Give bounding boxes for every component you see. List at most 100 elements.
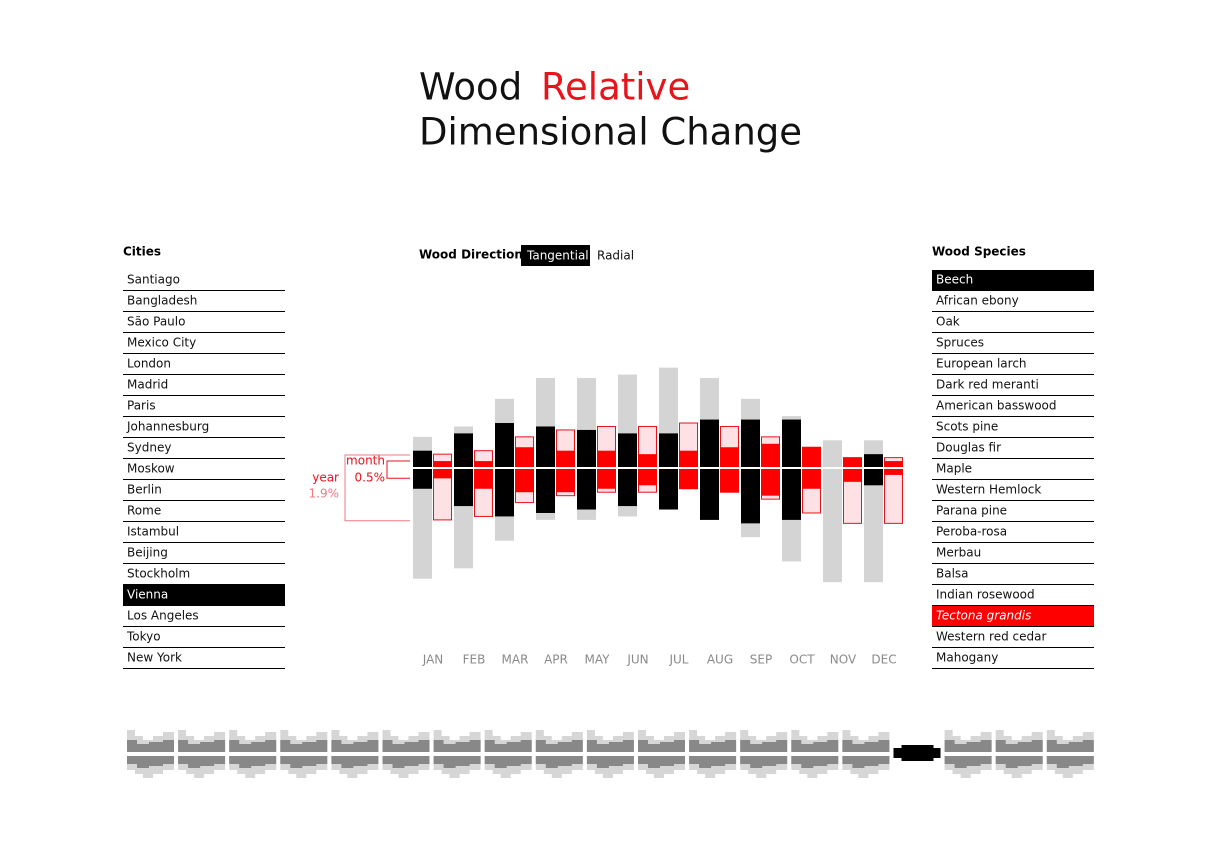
legend-value: 0.5%	[355, 471, 386, 485]
thumbnail-shape	[280, 756, 328, 768]
list-item[interactable]: Merbau	[936, 546, 981, 560]
range-bar	[782, 419, 801, 520]
list-item[interactable]: Parana pine	[936, 504, 1007, 518]
toggle-option[interactable]: Radial	[597, 249, 634, 263]
city-thumbnail[interactable]	[740, 730, 788, 778]
list-item[interactable]: Tokyo	[126, 630, 161, 644]
cities-heading: Cities	[123, 245, 161, 259]
list-item[interactable]: Madrid	[127, 378, 168, 392]
city-thumbnail[interactable]	[893, 745, 941, 761]
city-thumbnail[interactable]	[535, 730, 583, 778]
list-item[interactable]: Paris	[127, 399, 156, 413]
list-item[interactable]: Stockholm	[127, 567, 190, 581]
range-bar	[577, 429, 596, 510]
list-item[interactable]: Rome	[127, 504, 161, 518]
city-thumbnail[interactable]	[689, 730, 737, 778]
list-item[interactable]: Los Angeles	[127, 609, 199, 623]
thumbnail-shape	[127, 756, 174, 768]
thumbnail-shape	[791, 740, 839, 752]
thumbnail-shape	[484, 756, 532, 768]
title-word: Wood	[419, 66, 522, 109]
thumbnail-shape	[433, 740, 481, 752]
city-thumbnail[interactable]	[433, 730, 481, 778]
thumbnail-shape	[178, 740, 226, 752]
list-item[interactable]: Balsa	[936, 567, 969, 581]
thumbnail-shape	[382, 740, 430, 752]
thumbnail-shape	[893, 745, 941, 761]
range-bar	[515, 447, 534, 493]
list-item[interactable]: Dark red meranti	[936, 378, 1039, 392]
list-item[interactable]: Moskow	[127, 462, 175, 476]
thumbnail-shape	[995, 756, 1043, 768]
list-item[interactable]: New York	[127, 651, 182, 665]
toggle-option[interactable]: Tangential	[526, 249, 589, 263]
range-bar	[638, 454, 657, 486]
list-item[interactable]: Berlin	[127, 483, 162, 497]
city-thumbnail[interactable]	[1046, 730, 1094, 778]
thumbnail-shape	[944, 740, 992, 752]
list-item[interactable]: American basswood	[936, 399, 1057, 413]
month-label: NOV	[830, 653, 857, 667]
list-item[interactable]: African ebony	[936, 294, 1019, 308]
thumbnail-shape	[842, 756, 890, 768]
thumbnail-shape	[689, 740, 737, 752]
list-item[interactable]: Scots pine	[936, 420, 998, 434]
thumbnail-shape	[127, 740, 174, 752]
list-item[interactable]: Santiago	[127, 273, 180, 287]
title-line: Dimensional Change	[419, 111, 802, 154]
city-thumbnail[interactable]	[127, 730, 174, 778]
list-item[interactable]: European larch	[936, 357, 1027, 371]
thumbnail-shape	[740, 740, 788, 752]
thumbnail-shape	[382, 756, 430, 768]
list-item[interactable]: Beijing	[127, 546, 168, 560]
list-item[interactable]: London	[127, 357, 171, 371]
city-thumbnail[interactable]	[280, 730, 328, 778]
list-item[interactable]: Johannesburg	[126, 420, 209, 434]
city-thumbnail[interactable]	[331, 730, 379, 778]
list-item[interactable]: Western red cedar	[936, 630, 1046, 644]
list-item[interactable]: Douglas fir	[936, 441, 1001, 455]
month-label: APR	[544, 653, 568, 667]
legend-value: 1.9%	[309, 487, 340, 501]
list-item[interactable]: Istambul	[127, 525, 179, 539]
list-item[interactable]: Oak	[936, 315, 960, 329]
city-thumbnail[interactable]	[944, 730, 992, 778]
list-item[interactable]: Peroba-rosa	[936, 525, 1007, 539]
list-item[interactable]: Spruces	[936, 336, 984, 350]
city-thumbnail[interactable]	[229, 730, 277, 778]
list-item[interactable]: Western Hemlock	[936, 483, 1041, 497]
month-label: JUN	[626, 653, 648, 667]
month-label: DEC	[871, 653, 896, 667]
city-thumbnail[interactable]	[995, 730, 1043, 778]
range-bar	[864, 454, 883, 486]
city-thumbnail[interactable]	[178, 730, 226, 778]
list-item[interactable]: Maple	[936, 462, 972, 476]
list-item[interactable]: Bangladesh	[127, 294, 197, 308]
list-item[interactable]: Sydney	[127, 441, 171, 455]
city-thumbnail[interactable]	[791, 730, 839, 778]
city-thumbnail[interactable]	[484, 730, 532, 778]
city-thumbnail[interactable]	[842, 730, 890, 778]
city-thumbnail[interactable]	[382, 730, 430, 778]
thumbnail-shape	[791, 756, 839, 768]
city-thumbnail[interactable]	[638, 730, 685, 778]
range-bar	[474, 461, 493, 489]
list-item[interactable]: Beech	[936, 273, 973, 287]
range-bar	[597, 450, 616, 489]
thumbnail-shape	[1046, 756, 1094, 768]
range-bar	[823, 440, 842, 583]
list-item[interactable]: Vienna	[127, 588, 168, 602]
list-item[interactable]: São Paulo	[127, 315, 185, 329]
range-bar	[454, 433, 473, 507]
thumbnail-shape	[280, 740, 328, 752]
list-item[interactable]: Mahogany	[936, 651, 998, 665]
list-item[interactable]: Indian rosewood	[936, 588, 1035, 602]
range-bar	[761, 443, 780, 496]
city-thumbnail[interactable]	[586, 730, 634, 778]
range-bar	[618, 433, 637, 507]
thumbnail-shape	[229, 740, 277, 752]
list-item[interactable]: Tectona grandis	[936, 609, 1031, 623]
range-bar	[720, 447, 739, 493]
legend-label: month	[346, 454, 385, 468]
list-item[interactable]: Mexico City	[127, 336, 196, 350]
